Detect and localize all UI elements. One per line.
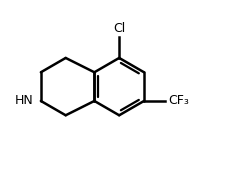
Text: HN: HN	[15, 95, 33, 108]
Text: Cl: Cl	[112, 22, 125, 35]
Text: CF₃: CF₃	[167, 95, 188, 108]
